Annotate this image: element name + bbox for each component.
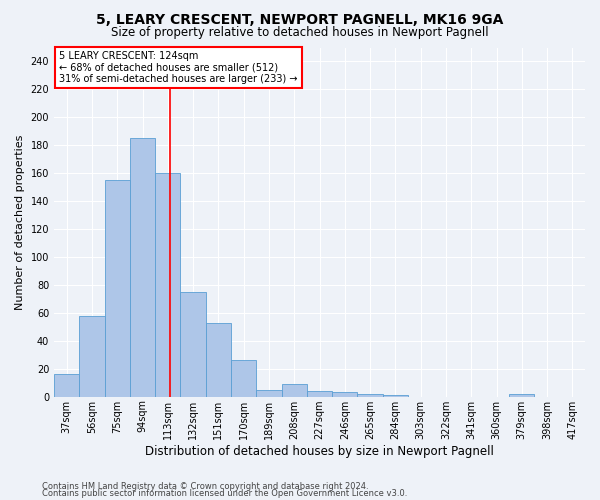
Bar: [281, 384, 307, 396]
Bar: [206, 322, 231, 396]
Bar: [130, 138, 155, 396]
Bar: [79, 316, 104, 396]
Bar: [54, 374, 79, 396]
Y-axis label: Number of detached properties: Number of detached properties: [15, 134, 25, 310]
Bar: [231, 360, 256, 396]
Text: Size of property relative to detached houses in Newport Pagnell: Size of property relative to detached ho…: [111, 26, 489, 39]
Bar: [307, 391, 332, 396]
Bar: [155, 173, 181, 396]
Bar: [358, 394, 383, 396]
Bar: [104, 180, 130, 396]
X-axis label: Distribution of detached houses by size in Newport Pagnell: Distribution of detached houses by size …: [145, 444, 494, 458]
Text: 5, LEARY CRESCENT, NEWPORT PAGNELL, MK16 9GA: 5, LEARY CRESCENT, NEWPORT PAGNELL, MK16…: [97, 12, 503, 26]
Bar: [256, 390, 281, 396]
Text: Contains HM Land Registry data © Crown copyright and database right 2024.: Contains HM Land Registry data © Crown c…: [42, 482, 368, 491]
Text: 5 LEARY CRESCENT: 124sqm
← 68% of detached houses are smaller (512)
31% of semi-: 5 LEARY CRESCENT: 124sqm ← 68% of detach…: [59, 51, 298, 84]
Bar: [509, 394, 535, 396]
Bar: [332, 392, 358, 396]
Text: Contains public sector information licensed under the Open Government Licence v3: Contains public sector information licen…: [42, 490, 407, 498]
Bar: [181, 292, 206, 397]
